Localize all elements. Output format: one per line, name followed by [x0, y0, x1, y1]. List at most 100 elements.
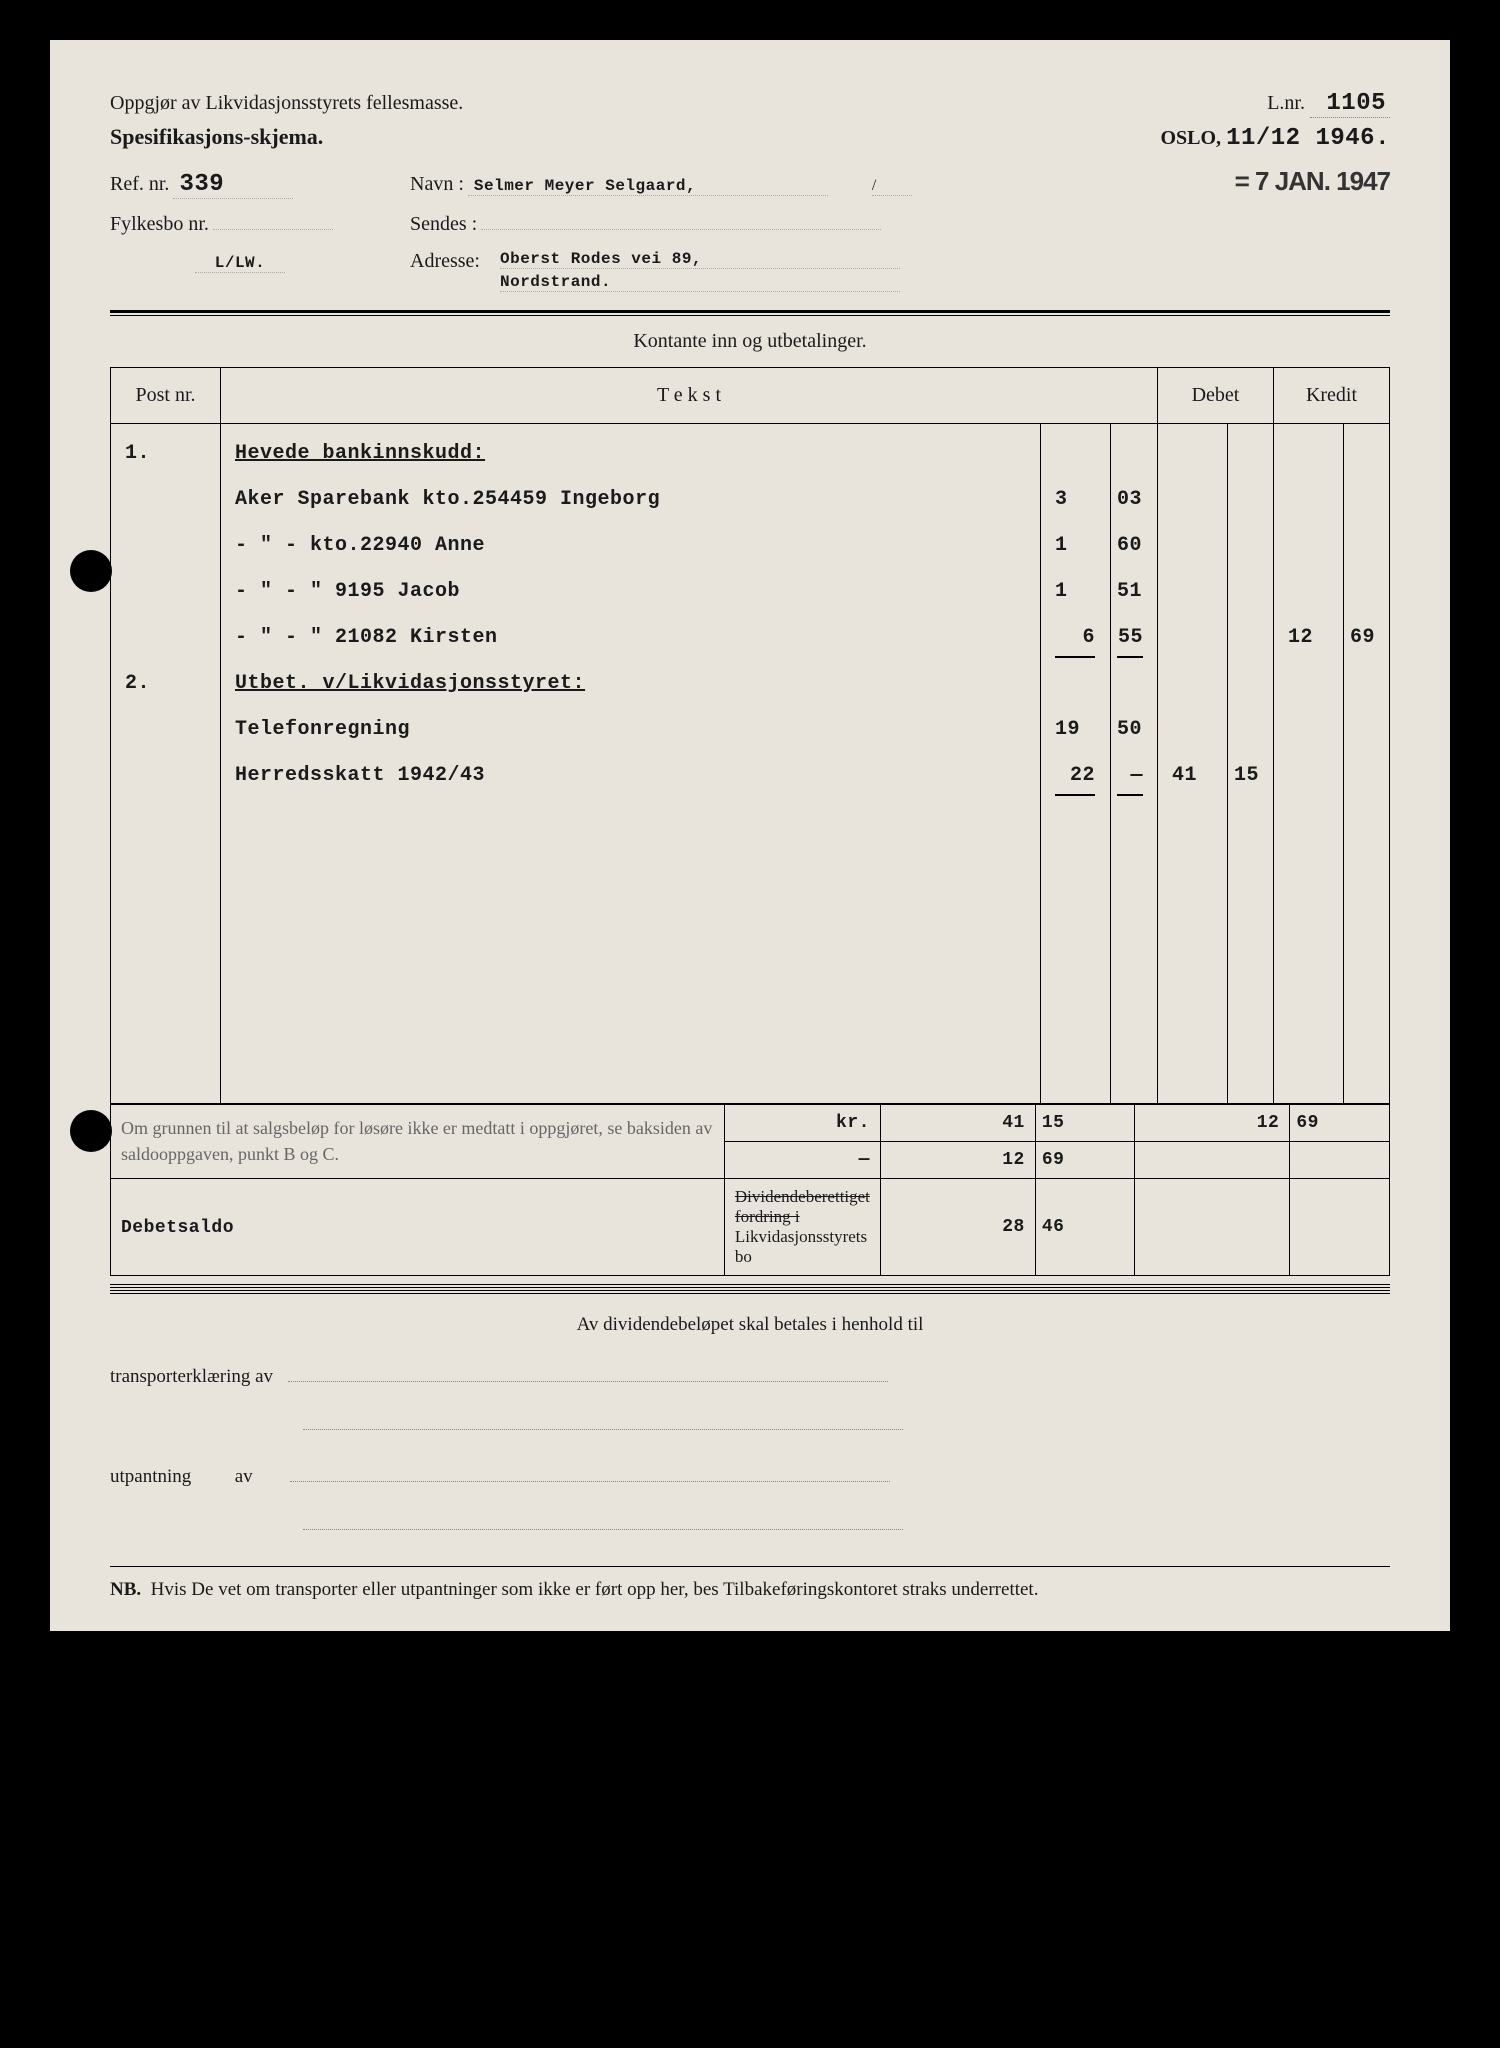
ledger-line: [1117, 442, 1143, 474]
lnr-label: L.nr.: [1267, 92, 1305, 114]
ledger-line: [1288, 488, 1329, 520]
section-title: Kontante inn og utbetalinger.: [110, 316, 1390, 367]
header-row-1: Oppgjør av Likvidasjonsstyrets fellesmas…: [110, 90, 1390, 118]
ledger-line: [1172, 488, 1213, 520]
col-kredit: Kredit: [1273, 368, 1389, 424]
ledger-line: [1234, 442, 1259, 474]
minus-ore: 69: [1035, 1142, 1135, 1179]
ledger-line: [1172, 580, 1213, 612]
ledger-line: 55: [1117, 626, 1143, 658]
ledger-line: [1234, 534, 1259, 566]
transport-label: transporterklæring av: [110, 1366, 273, 1387]
ledger-line: 15: [1234, 764, 1259, 796]
saldo-ore: 46: [1035, 1179, 1135, 1276]
adresse-line1: Oberst Rodes vei 89,: [500, 250, 900, 269]
ledger-line: [1234, 580, 1259, 612]
footer-summary-table: Om grunnen til at salgsbeløp for løsøre …: [110, 1104, 1390, 1276]
ledger-line: [125, 488, 206, 520]
ledger-line: Telefonregning: [235, 718, 1026, 750]
date-value: 11/12 1946.: [1226, 125, 1390, 152]
ledger-line: [1288, 580, 1329, 612]
ledger-line: 51: [1117, 580, 1143, 612]
ledger-line: 6: [1055, 626, 1096, 658]
nb-text: Hvis De vet om transporter eller utpantn…: [151, 1579, 1039, 1600]
sum-kredit-kr: 12: [1135, 1105, 1290, 1142]
ledger-line: —: [1117, 764, 1143, 796]
ref-value: 339: [173, 171, 293, 199]
debetsaldo-label: Debetsaldo: [121, 1218, 234, 1238]
ledger-line: [1350, 580, 1375, 612]
ledger-line: - " - " 21082 Kirsten: [235, 626, 1026, 658]
navn-value: Selmer Meyer Selgaard,: [468, 177, 828, 196]
ledger-line: [1234, 672, 1259, 704]
kredit-kr: 12: [1273, 424, 1343, 1104]
ledger-line: [1350, 672, 1375, 704]
ledger-line: 2.: [125, 672, 206, 704]
ledger-line: 41: [1172, 764, 1213, 796]
ledger-line: [1350, 488, 1375, 520]
col-tekst: T e k s t: [221, 368, 1158, 424]
debet-ore: 15: [1227, 424, 1273, 1104]
ledger-line: [1234, 718, 1259, 750]
ledger-line: [1288, 764, 1329, 796]
utpantning-line1: [290, 1462, 890, 1482]
ledger-line: 12: [1288, 626, 1329, 658]
dividende-text: Av dividendebeløpet skal betales i henho…: [110, 1314, 1390, 1336]
ledger-line: [1288, 534, 1329, 566]
field-row-ref: Ref. nr. 339 Navn : Selmer Meyer Selgaar…: [110, 166, 1390, 199]
ledger-line: [1350, 764, 1375, 796]
adresse-label: Adresse:: [410, 250, 480, 292]
ledger-line: [1350, 534, 1375, 566]
navn-label: Navn :: [410, 173, 464, 195]
punch-hole: [70, 1110, 112, 1152]
lnr-field: L.nr. 1105: [1267, 90, 1390, 118]
post-column-body: 1. 2.: [111, 424, 221, 1104]
fylkesbo-value: [213, 229, 333, 230]
ledger-line: 69: [1350, 626, 1375, 658]
ledger-line: [1288, 442, 1329, 474]
dividende-label-strike: Dividendeberettiget fordring i: [735, 1187, 870, 1226]
ledger-line: [1055, 672, 1096, 704]
tekst-column-body: Hevede bankinnskudd:Aker Sparebank kto.2…: [221, 424, 1041, 1104]
kredit-ore: 69: [1343, 424, 1389, 1104]
debet-kr: 41: [1157, 424, 1227, 1104]
ledger-line: [1350, 718, 1375, 750]
utpantning-row: utpantning av: [110, 1462, 1390, 1536]
transport-line2: [303, 1410, 903, 1430]
adresse-line2: Nordstrand.: [500, 273, 900, 292]
sub-amt-kr: 3116 1922: [1040, 424, 1110, 1104]
sendes-label: Sendes :: [410, 213, 477, 235]
ledger-line: 1: [1055, 580, 1096, 612]
utpantning-label: utpantning: [110, 1466, 230, 1488]
ledger-line: [1288, 718, 1329, 750]
footer-note: Om grunnen til at salgsbeløp for løsøre …: [121, 1116, 714, 1166]
sendes-value: [481, 229, 881, 230]
col-post: Post nr.: [111, 368, 221, 424]
double-rule: [110, 1284, 1390, 1294]
header-row-2: Spesifikasjons-skjema. OSLO, 11/12 1946.: [110, 124, 1390, 152]
dividende-label-rest: Likvidasjonsstyrets bo: [735, 1227, 867, 1266]
ledger-line: [1172, 626, 1213, 658]
ledger-line: 03: [1117, 488, 1143, 520]
footer-row-saldo: Debetsaldo Dividendeberettiget fordring …: [111, 1179, 1390, 1276]
fylkesbo-label: Fylkesbo nr.: [110, 213, 209, 235]
ledger-line: [125, 626, 206, 658]
av-label: av: [235, 1466, 275, 1488]
ledger-line: Aker Sparebank kto.254459 Ingeborg: [235, 488, 1026, 520]
ledger-line: Herredsskatt 1942/43: [235, 764, 1026, 796]
ledger-line: Utbet. v/Likvidasjonsstyret:: [235, 672, 1026, 704]
sum-kredit-ore: 69: [1290, 1105, 1390, 1142]
document-page: Oppgjør av Likvidasjonsstyrets fellesmas…: [50, 40, 1450, 1631]
ledger-line: [125, 764, 206, 796]
ledger-line: [1288, 672, 1329, 704]
ledger-line: [1172, 534, 1213, 566]
punch-hole: [70, 550, 112, 592]
ledger-line: 3: [1055, 488, 1096, 520]
ledger-line: [1350, 442, 1375, 474]
minus-label: —: [724, 1142, 880, 1179]
ledger-line: [1117, 672, 1143, 704]
utpantning-line2: [303, 1510, 903, 1530]
table-body-row: 1. 2. Hevede bankinnskudd:Aker Sparebank…: [111, 424, 1390, 1104]
ledger-line: 22: [1055, 764, 1096, 796]
ledger-line: [125, 580, 206, 612]
